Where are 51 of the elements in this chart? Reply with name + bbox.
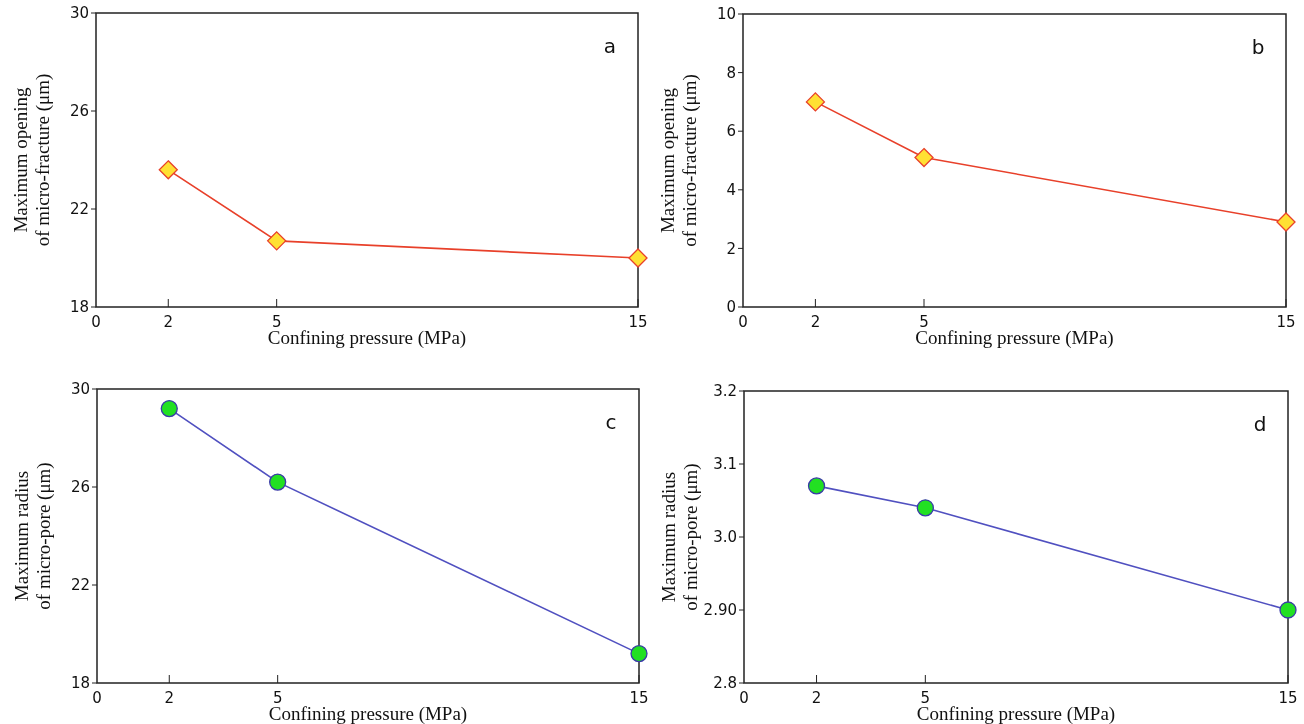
y-axis-title: Maximum opening of micro-fracture (μm) (10, 73, 54, 247)
y-axis-title: Maximum radius of micro-pore (μm) (11, 462, 55, 610)
y-tick-label: 26 (69, 102, 89, 121)
y-tick-label: 8 (726, 63, 736, 82)
point (267, 231, 287, 251)
y-tick-label: 2.90 (703, 601, 737, 620)
y-tick-label: 22 (69, 200, 89, 219)
annotation: a (603, 34, 617, 58)
point (914, 147, 934, 168)
point (1279, 601, 1297, 619)
y-axis-title: Maximum opening of micro-fracture (μm) (657, 74, 701, 247)
x-tick-label: 15 (1278, 689, 1298, 707)
y-axis-title: Maximum radius of micro-pore (μm) (658, 463, 702, 611)
y-tick-label: 18 (69, 298, 89, 317)
y-tick-label: 18 (70, 674, 90, 693)
y-tick-label: 3.2 (713, 382, 737, 401)
x-tick-label: 0 (739, 689, 749, 707)
point (630, 644, 648, 663)
y-tick-label: 2 (726, 239, 736, 258)
point (916, 499, 934, 517)
x-tick-label: 2 (163, 313, 174, 331)
x-tick-label: 0 (92, 689, 102, 707)
y-tick-label: 30 (70, 380, 90, 399)
annotation: c (605, 410, 617, 434)
x-tick-label: 2 (164, 689, 175, 707)
point (628, 248, 648, 268)
point (160, 399, 178, 418)
x-tick-label: 15 (629, 689, 649, 707)
y-tick-label: 2.8 (713, 674, 737, 693)
y-tick-label: 3.1 (713, 455, 737, 474)
y-tick-label: 0 (726, 298, 736, 317)
x-tick-label: 2 (811, 689, 822, 707)
y-tick-label: 3.0 (713, 528, 737, 547)
point (805, 92, 826, 112)
annotation: b (1251, 35, 1265, 59)
point (807, 477, 826, 495)
y-tick-label: 10 (716, 5, 736, 24)
x-tick-label: 0 (91, 313, 101, 331)
point (269, 473, 287, 491)
annotation: d (1253, 412, 1267, 436)
point (1276, 212, 1296, 232)
x-tick-label: 2 (810, 313, 821, 331)
y-tick-label: 6 (726, 122, 736, 141)
x-tick-label: 0 (738, 313, 748, 331)
y-tick-label: 30 (69, 4, 89, 23)
x-tick-label: 15 (628, 313, 648, 331)
y-tick-label: 22 (70, 576, 90, 595)
point (158, 160, 178, 180)
y-tick-label: 4 (726, 181, 736, 200)
y-tick-label: 26 (70, 478, 90, 497)
x-tick-label: 15 (1276, 313, 1296, 331)
